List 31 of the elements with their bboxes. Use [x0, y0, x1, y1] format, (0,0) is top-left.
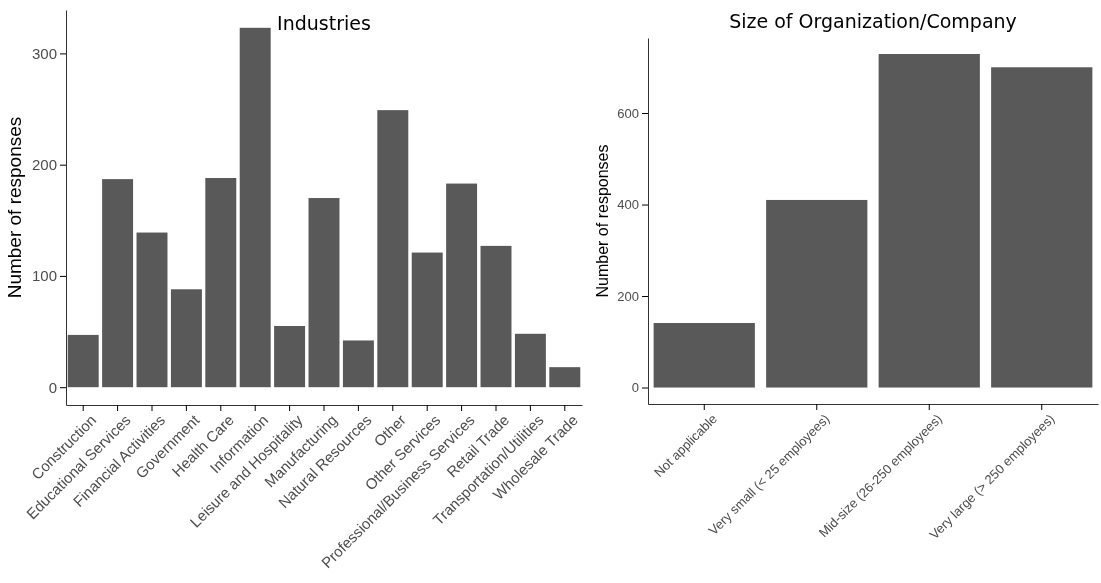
- bar: [239, 27, 271, 388]
- bar: [480, 245, 512, 388]
- y-tick-label: 200: [617, 288, 639, 304]
- bar: [446, 183, 478, 388]
- y-tick-label: 0: [48, 378, 57, 396]
- y-tick-label: 100: [31, 267, 57, 285]
- y-tick-label: 0: [631, 380, 639, 396]
- bar: [377, 110, 409, 388]
- chart-title: Industries: [277, 12, 371, 34]
- y-tick-label: 600: [617, 105, 639, 121]
- bar: [411, 252, 443, 388]
- bar: [274, 326, 306, 388]
- bar: [766, 199, 868, 388]
- y-axis-title: Number of responses: [593, 144, 611, 298]
- bar: [170, 289, 202, 388]
- y-tick-label: 300: [31, 44, 57, 62]
- bar: [653, 323, 755, 388]
- bar: [136, 232, 168, 388]
- bar: [308, 198, 340, 388]
- bar: [102, 179, 134, 388]
- bar: [878, 54, 980, 388]
- y-tick-label: 200: [31, 155, 57, 173]
- bar: [514, 333, 546, 388]
- bar: [991, 67, 1093, 388]
- bar: [342, 340, 374, 388]
- chart-title: Size of Organization/Company: [729, 10, 1017, 32]
- bar: [67, 334, 99, 388]
- y-axis-title: Number of responses: [3, 116, 25, 299]
- bar: [205, 178, 237, 388]
- bar: [549, 367, 581, 388]
- y-tick-label: 400: [617, 197, 639, 213]
